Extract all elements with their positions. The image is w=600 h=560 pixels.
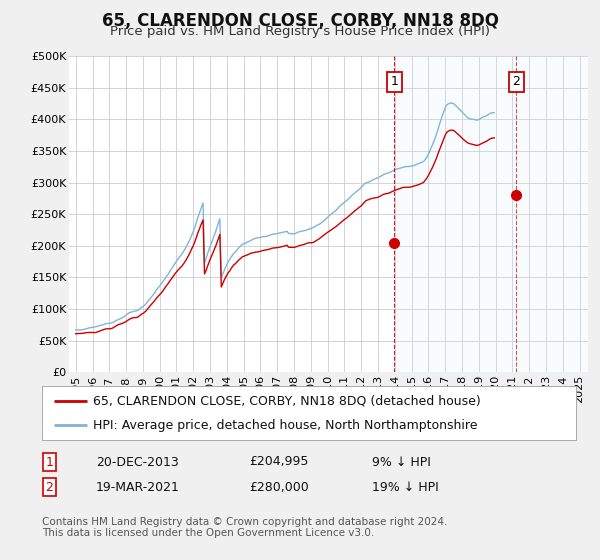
Text: £280,000: £280,000 bbox=[249, 480, 309, 494]
Text: 2: 2 bbox=[512, 76, 520, 88]
Text: 65, CLARENDON CLOSE, CORBY, NN18 8DQ (detached house): 65, CLARENDON CLOSE, CORBY, NN18 8DQ (de… bbox=[93, 394, 481, 407]
Text: £204,995: £204,995 bbox=[249, 455, 308, 469]
Text: 2: 2 bbox=[45, 480, 53, 494]
Text: 1: 1 bbox=[45, 455, 53, 469]
Text: 20-DEC-2013: 20-DEC-2013 bbox=[96, 455, 179, 469]
Text: HPI: Average price, detached house, North Northamptonshire: HPI: Average price, detached house, Nort… bbox=[93, 419, 477, 432]
Text: 19% ↓ HPI: 19% ↓ HPI bbox=[372, 480, 439, 494]
Text: 19-MAR-2021: 19-MAR-2021 bbox=[96, 480, 180, 494]
Bar bbox=[516, 56, 588, 372]
Text: This data is licensed under the Open Government Licence v3.0.: This data is licensed under the Open Gov… bbox=[42, 528, 374, 538]
Text: Contains HM Land Registry data © Crown copyright and database right 2024.: Contains HM Land Registry data © Crown c… bbox=[42, 517, 448, 527]
Text: 1: 1 bbox=[391, 76, 398, 88]
Bar bbox=[394, 56, 516, 372]
Text: 9% ↓ HPI: 9% ↓ HPI bbox=[372, 455, 431, 469]
Text: Price paid vs. HM Land Registry's House Price Index (HPI): Price paid vs. HM Land Registry's House … bbox=[110, 25, 490, 39]
Text: 65, CLARENDON CLOSE, CORBY, NN18 8DQ: 65, CLARENDON CLOSE, CORBY, NN18 8DQ bbox=[101, 12, 499, 30]
